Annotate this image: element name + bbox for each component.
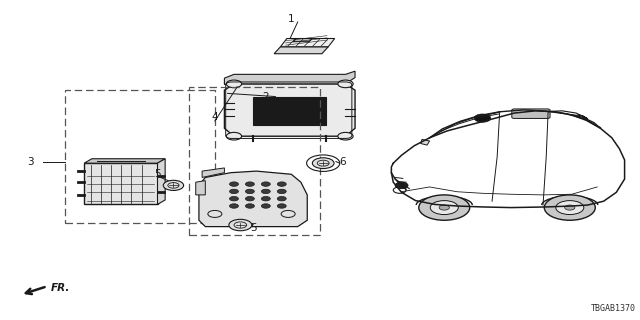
Circle shape (246, 182, 254, 186)
Circle shape (277, 182, 286, 186)
Circle shape (261, 196, 270, 201)
Bar (189, 87, 320, 235)
Circle shape (395, 182, 408, 188)
Polygon shape (280, 38, 335, 47)
Circle shape (230, 196, 239, 201)
Circle shape (544, 195, 595, 220)
Polygon shape (196, 180, 205, 195)
Circle shape (277, 204, 286, 208)
Bar (84, 163, 157, 204)
Text: 5: 5 (250, 223, 257, 233)
Circle shape (227, 132, 242, 140)
Text: 6: 6 (339, 156, 346, 167)
Circle shape (556, 201, 584, 215)
Circle shape (277, 196, 286, 201)
Circle shape (338, 80, 353, 88)
Bar (65, 90, 215, 223)
Bar (253, 97, 326, 125)
Text: TBGAB1370: TBGAB1370 (591, 304, 636, 313)
Circle shape (564, 205, 575, 210)
Circle shape (246, 204, 254, 208)
Circle shape (229, 219, 252, 231)
Circle shape (230, 182, 239, 186)
Polygon shape (225, 71, 355, 84)
Circle shape (261, 182, 270, 186)
Circle shape (474, 114, 491, 122)
Circle shape (261, 189, 270, 194)
Polygon shape (199, 171, 307, 227)
Polygon shape (157, 159, 165, 204)
Text: 3: 3 (27, 156, 33, 167)
Circle shape (277, 189, 286, 194)
Circle shape (419, 195, 470, 220)
Circle shape (439, 205, 449, 210)
Circle shape (246, 189, 254, 194)
Circle shape (227, 80, 242, 88)
Text: 1: 1 (288, 14, 294, 24)
Circle shape (430, 201, 458, 215)
Circle shape (312, 158, 334, 169)
Text: 2: 2 (262, 92, 269, 101)
Circle shape (338, 132, 353, 140)
Polygon shape (274, 47, 328, 54)
FancyBboxPatch shape (512, 109, 550, 118)
Circle shape (246, 196, 254, 201)
Circle shape (230, 189, 239, 194)
Polygon shape (225, 84, 355, 136)
Text: FR.: FR. (51, 283, 70, 292)
Polygon shape (84, 159, 165, 163)
Circle shape (230, 204, 239, 208)
Polygon shape (420, 140, 429, 145)
Text: 5: 5 (154, 169, 161, 179)
Circle shape (163, 180, 184, 190)
Text: 4: 4 (212, 112, 218, 122)
Polygon shape (202, 168, 225, 178)
Polygon shape (293, 38, 312, 42)
Circle shape (261, 204, 270, 208)
